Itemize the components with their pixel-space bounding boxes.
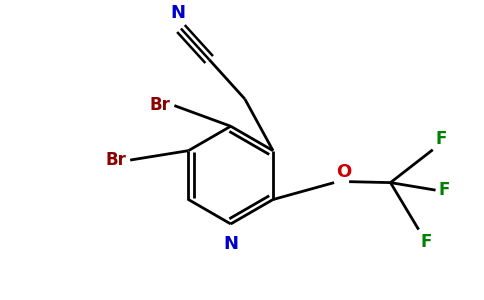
Text: F: F <box>436 130 447 148</box>
Text: F: F <box>439 181 450 199</box>
Text: Br: Br <box>150 96 170 114</box>
Text: Br: Br <box>106 151 126 169</box>
Text: F: F <box>421 233 432 251</box>
Text: O: O <box>336 163 351 181</box>
Text: N: N <box>223 235 238 253</box>
Text: N: N <box>171 4 186 22</box>
